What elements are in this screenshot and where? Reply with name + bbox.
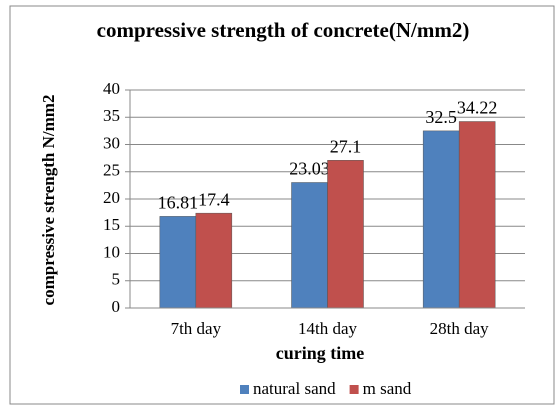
legend-swatch bbox=[349, 385, 359, 394]
data-label: 17.4 bbox=[198, 189, 230, 209]
x-tick-label: 7th day bbox=[171, 319, 222, 338]
data-label: 23.03 bbox=[289, 159, 330, 179]
y-tick-label: 10 bbox=[103, 242, 120, 261]
bar bbox=[159, 216, 197, 309]
data-label: 16.81 bbox=[158, 193, 199, 213]
y-tick-label: 35 bbox=[103, 106, 120, 125]
bar bbox=[195, 212, 233, 309]
legend-label: m sand bbox=[363, 379, 412, 398]
bar bbox=[422, 130, 460, 309]
legend-label: natural sand bbox=[253, 379, 336, 398]
y-tick-label: 30 bbox=[103, 133, 120, 152]
data-label: 32.5 bbox=[425, 107, 457, 127]
chart-title: compressive strength of concrete(N/mm2) bbox=[97, 18, 470, 42]
data-label: 34.22 bbox=[457, 98, 498, 118]
bar bbox=[291, 182, 328, 309]
y-tick-label: 20 bbox=[103, 188, 120, 207]
x-tick-label: 14th day bbox=[298, 319, 358, 338]
data-label: 27.1 bbox=[330, 136, 362, 156]
y-axis-label: compressive strength N/mm2 bbox=[39, 95, 58, 306]
x-tick-label: 28th day bbox=[430, 319, 490, 338]
x-axis-label: curing time bbox=[276, 343, 364, 363]
y-tick-label: 15 bbox=[103, 215, 120, 234]
y-tick-label: 40 bbox=[103, 79, 120, 98]
bar bbox=[458, 121, 496, 309]
y-tick-label: 25 bbox=[103, 161, 120, 180]
bar bbox=[327, 160, 364, 309]
y-tick-label: 0 bbox=[112, 297, 121, 316]
y-tick-label: 5 bbox=[112, 270, 121, 289]
legend-swatch bbox=[240, 385, 249, 394]
